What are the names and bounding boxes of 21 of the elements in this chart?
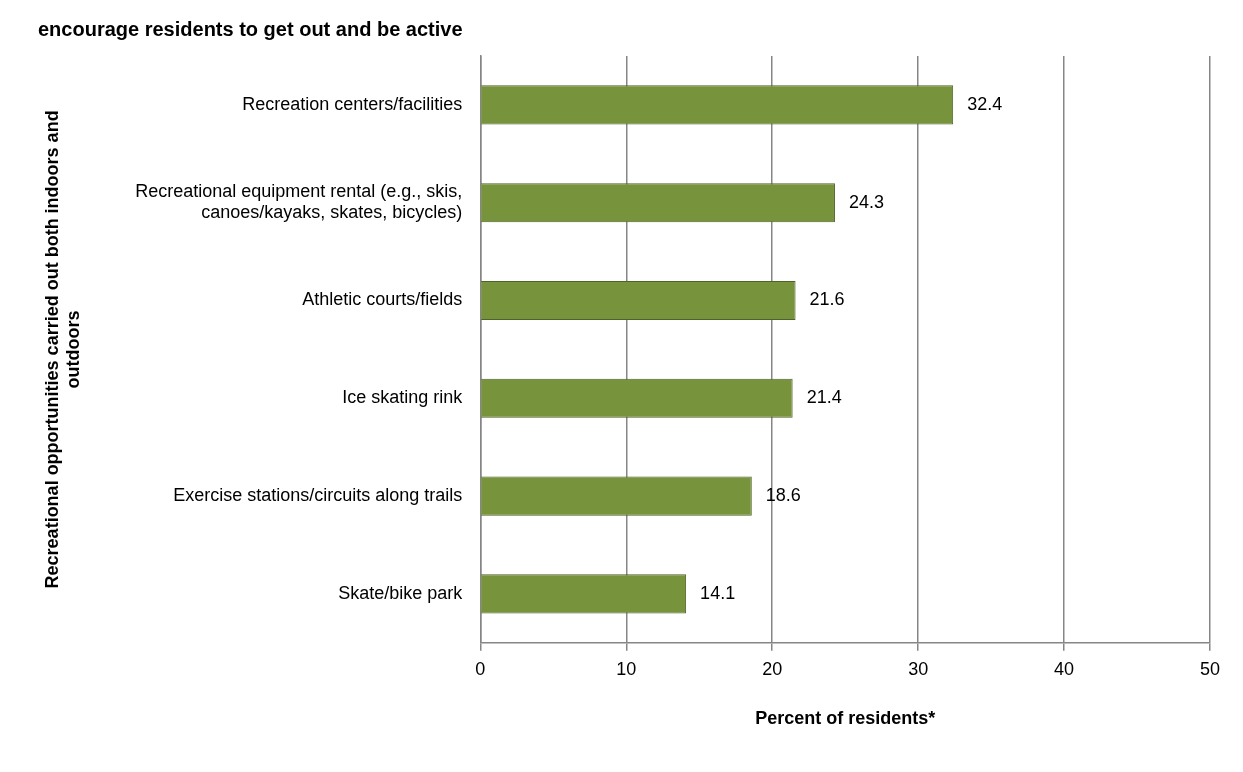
data-label: 24.3 (848, 191, 885, 212)
x-tick-label: 0 (475, 658, 486, 679)
y-tick-label: Ice skating rink (342, 387, 464, 408)
y-tick-label: Athletic courts/fields (302, 289, 463, 310)
x-tick-label: 40 (1054, 658, 1075, 679)
y-tick-label: Recreation centers/facilities (242, 93, 463, 114)
x-tick-label: 50 (1199, 658, 1221, 679)
y-tick-label: Recreational equipment rental (e.g., skis, canoes/kayaks, skates, bicycles) (135, 180, 463, 223)
x-tick-label: 20 (762, 658, 783, 679)
data-label: 14.1 (700, 582, 736, 603)
x-tick-label: 10 (616, 658, 637, 679)
data-label: 18.6 (765, 485, 801, 506)
x-axis-title: Percent of residents* (755, 708, 936, 729)
y-tick-label: Skate/bike park (338, 582, 464, 603)
y-tick-label: Exercise stations/circuits along trails (173, 485, 463, 506)
y-axis-title: Recreational opportunities carried out both indoors and outdoors (41, 110, 84, 589)
text: encourage residents to get out and be active (38, 17, 463, 40)
data-label: 32.4 (967, 93, 1003, 114)
data-label: 21.6 (809, 289, 845, 310)
x-tick-label: 30 (908, 658, 929, 679)
data-label: 21.4 (806, 387, 842, 408)
